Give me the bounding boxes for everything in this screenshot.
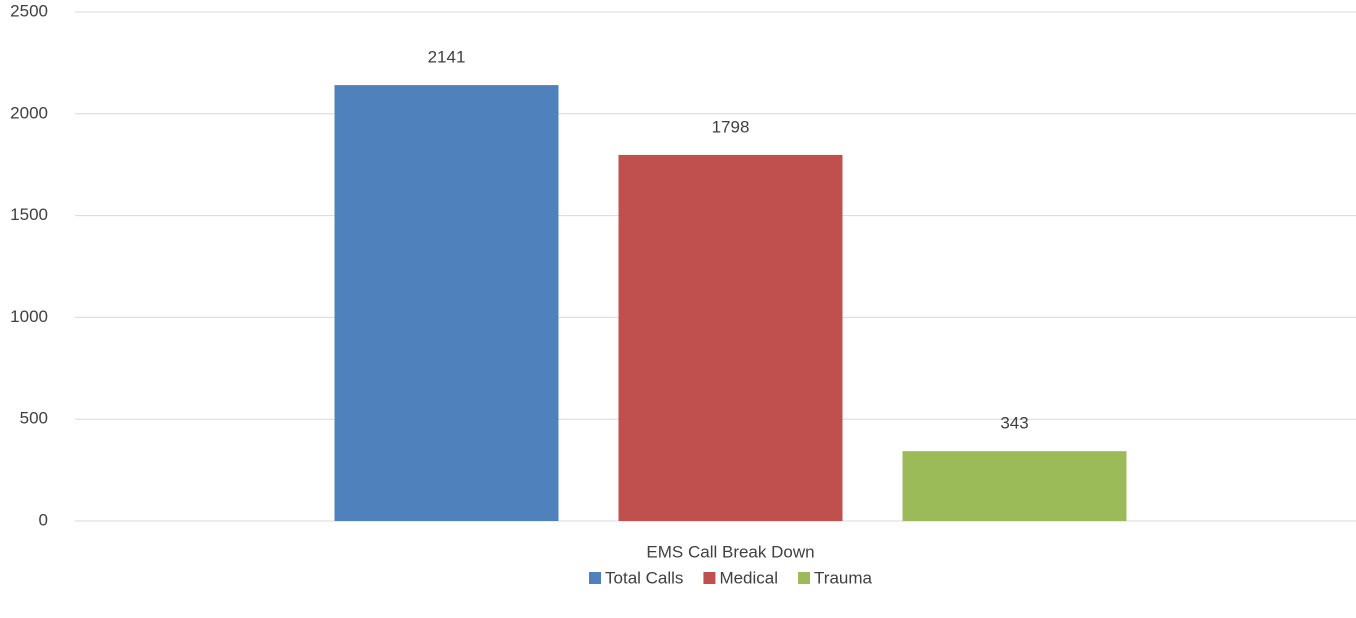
y-tick-label: 1000 bbox=[10, 307, 48, 326]
legend-swatch bbox=[589, 572, 602, 584]
data-label: 1798 bbox=[712, 117, 750, 136]
y-tick-label: 2500 bbox=[10, 1, 48, 20]
legend-label: Medical bbox=[719, 568, 778, 587]
bar bbox=[902, 451, 1127, 521]
y-tick-label: 1500 bbox=[10, 205, 48, 224]
y-tick-label: 0 bbox=[39, 510, 48, 529]
y-tick-label: 500 bbox=[20, 409, 48, 428]
data-label: 343 bbox=[1000, 414, 1028, 433]
x-tick-label: EMS Call Break Down bbox=[646, 542, 814, 561]
legend-label: Trauma bbox=[814, 568, 872, 587]
bar bbox=[334, 85, 559, 521]
y-tick-label: 2000 bbox=[10, 103, 48, 122]
legend-label: Total Calls bbox=[605, 568, 683, 587]
legend-swatch bbox=[703, 572, 716, 584]
bar bbox=[618, 154, 843, 522]
data-label: 2141 bbox=[428, 48, 466, 67]
legend-swatch bbox=[798, 572, 811, 584]
